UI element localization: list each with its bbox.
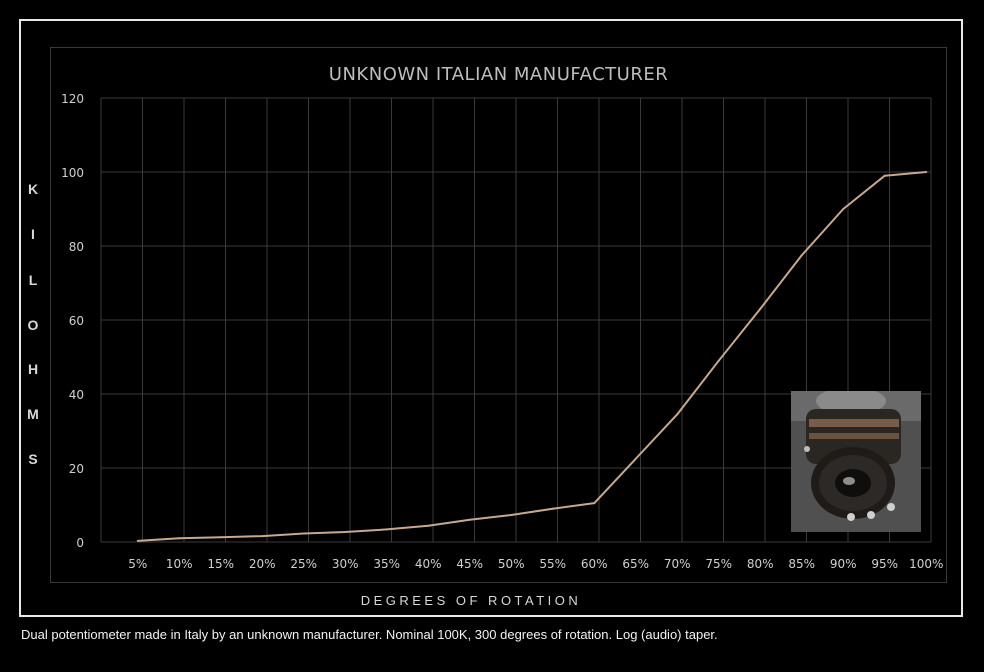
data-point (759, 307, 762, 310)
x-tick-label: 65% (622, 557, 649, 571)
y-axis-label-letter: O (27, 317, 39, 333)
y-tick-label: 120 (61, 92, 84, 106)
data-point (136, 539, 139, 542)
x-tick-label: 40% (415, 557, 442, 571)
potentiometer-image (791, 391, 921, 532)
plot-area-border (50, 47, 947, 583)
x-tick-label: 70% (664, 557, 691, 571)
y-axis-label-letter: K (27, 181, 39, 197)
data-point (551, 507, 554, 510)
data-point (178, 537, 181, 540)
data-point (302, 532, 305, 535)
x-tick-label: 25% (290, 557, 317, 571)
data-point (219, 536, 222, 539)
x-tick-label: 55% (539, 557, 566, 571)
data-point (344, 531, 347, 534)
x-tick-label: 15% (207, 557, 234, 571)
y-tick-label: 80 (69, 240, 84, 254)
data-point (634, 457, 637, 460)
y-axis-label-letter: S (28, 451, 38, 467)
data-point (510, 513, 513, 516)
data-point (593, 502, 596, 505)
x-tick-label: 5% (128, 557, 147, 571)
data-point (842, 208, 845, 210)
series-line (137, 171, 927, 542)
y-axis-label-letter: L (28, 272, 38, 288)
x-tick-label: 60% (581, 557, 608, 571)
data-point (427, 524, 430, 527)
x-tick-label: 75% (705, 557, 732, 571)
x-tick-label: 95% (871, 557, 898, 571)
y-tick-label: 100 (61, 166, 84, 180)
x-tick-label: 30% (332, 557, 359, 571)
figure-caption: Dual potentiometer made in Italy by an u… (21, 627, 718, 642)
data-point (925, 171, 928, 173)
y-axis-label-letter: H (27, 361, 39, 377)
y-tick-label: 20 (69, 462, 84, 476)
chart-title: UNKNOWN ITALIAN MANUFACTURER (328, 64, 669, 85)
y-axis-label-letter: I (31, 226, 35, 242)
x-tick-label: 10% (166, 557, 193, 571)
x-tick-label: 45% (456, 557, 483, 571)
y-axis-label-letter: M (27, 406, 39, 422)
data-point (800, 254, 803, 257)
data-point (883, 174, 886, 177)
x-tick-label: 100% (909, 557, 943, 571)
data-point (385, 528, 388, 531)
x-tick-label: 35% (373, 557, 400, 571)
x-axis-label: DEGREES OF ROTATION (360, 593, 582, 608)
x-tick-label: 80% (747, 557, 774, 571)
x-tick-label: 20% (249, 557, 276, 571)
potentiometer-photo (791, 391, 921, 532)
data-point (717, 359, 720, 362)
x-tick-label: 85% (788, 557, 815, 571)
y-tick-label: 40 (69, 388, 84, 402)
data-point (468, 518, 471, 521)
data-point (676, 413, 679, 416)
y-tick-label: 0 (76, 536, 84, 550)
x-tick-label: 90% (830, 557, 857, 571)
data-point (261, 535, 264, 538)
x-tick-label: 50% (498, 557, 525, 571)
y-tick-label: 60 (69, 314, 84, 328)
